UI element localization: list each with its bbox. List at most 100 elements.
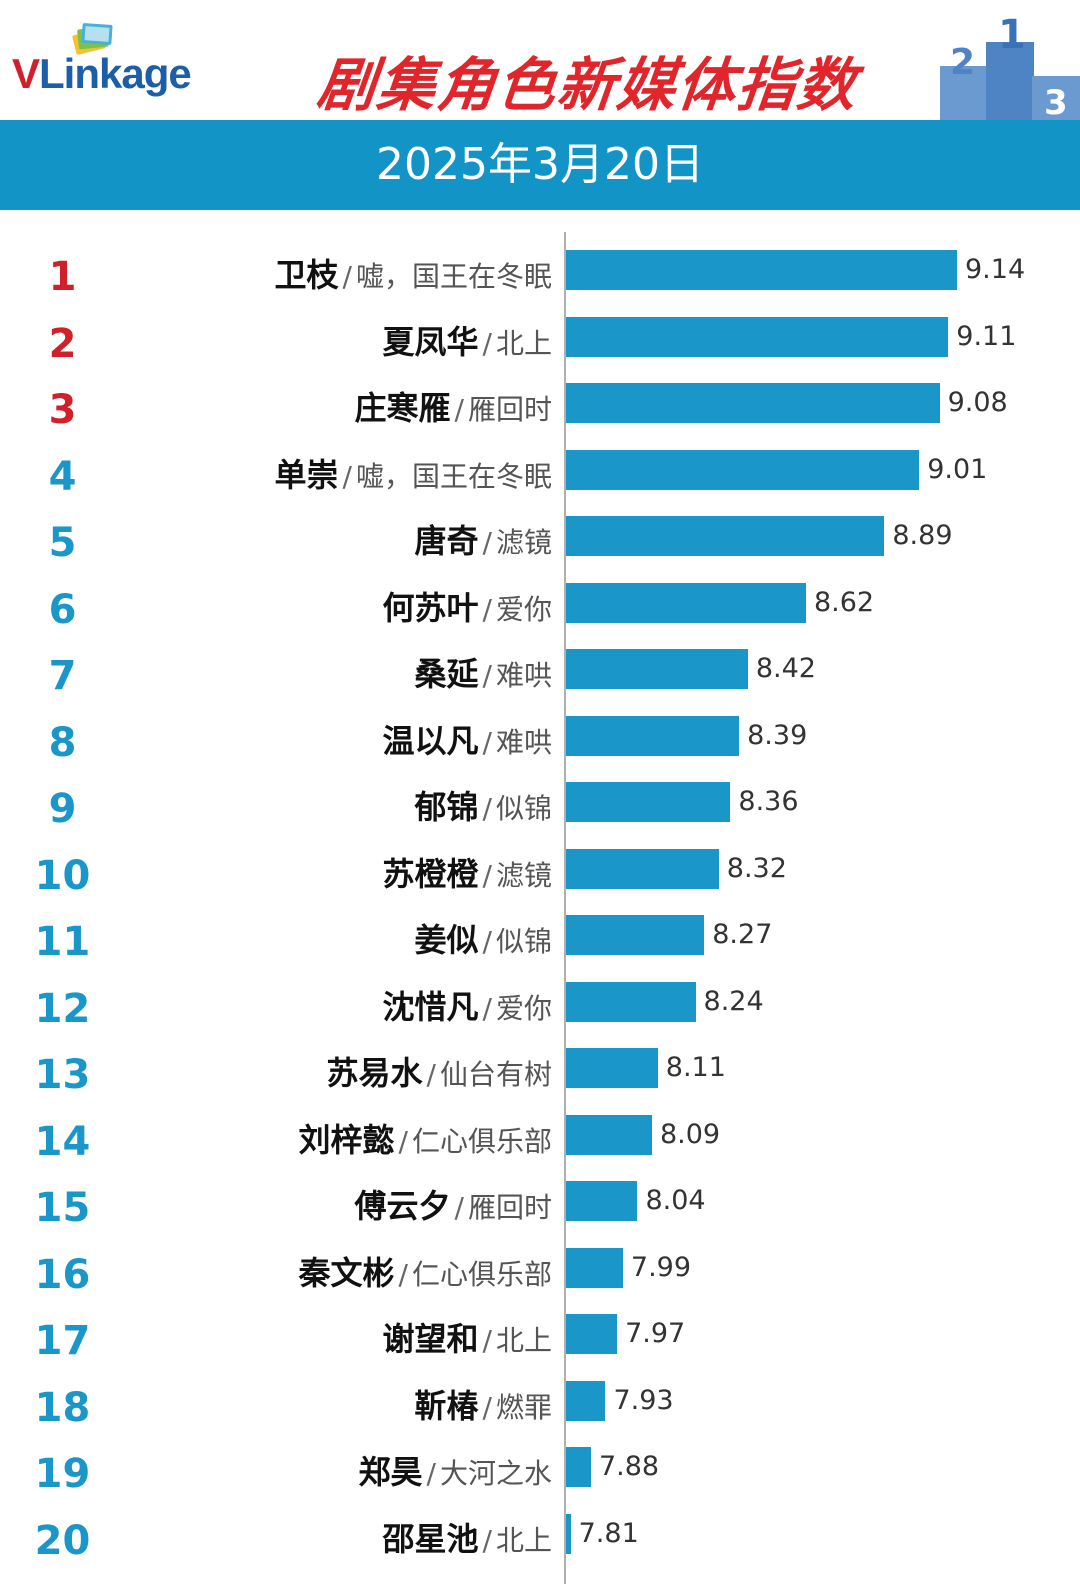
drama-name: 难哄: [495, 725, 552, 759]
character-name: 夏凤华: [382, 322, 479, 361]
drama-name: 雁回时: [467, 1191, 552, 1224]
separator: /: [482, 858, 492, 892]
data-label: 8.32: [726, 852, 787, 884]
data-label: 8.39: [747, 719, 808, 751]
data-label: 7.93: [613, 1384, 674, 1416]
cards-icon: [72, 23, 113, 55]
character-name: 卫枝: [274, 256, 339, 294]
chart-row: 7 桑延 / 难哄 8.42: [0, 643, 1080, 709]
drama-name: 嘘，国王在冬眠: [355, 459, 552, 493]
logo-word: Linkage: [39, 50, 192, 97]
bar: [566, 383, 940, 423]
bar: [566, 582, 806, 623]
row-label: 秦文彬 / 仁心俱乐部: [299, 1248, 552, 1294]
drama-name: 爱你: [495, 592, 552, 626]
character-name: 桑延: [414, 655, 479, 693]
separator: /: [482, 659, 492, 692]
rank-number: 13: [34, 1052, 91, 1098]
character-name: 姜似: [414, 921, 479, 959]
data-label: 7.99: [630, 1251, 692, 1283]
bar: [566, 449, 920, 490]
bar: [566, 1181, 638, 1221]
chart-row: 10 苏橙橙 / 滤镜 8.32: [0, 843, 1080, 909]
chart-row: 5 唐奇 / 滤镜 8.89: [0, 510, 1080, 576]
bar: [566, 715, 740, 756]
chart-row: 6 何苏叶 / 爱你 8.62: [0, 577, 1080, 643]
bar: [566, 1447, 591, 1487]
podium-icon: 2 1 3: [940, 18, 1080, 120]
character-name: 郁锦: [414, 788, 479, 826]
drama-name: 难哄: [495, 659, 552, 692]
bar-chart: 1 卫枝 / 嘘，国王在冬眠 9.14 2 夏凤华 / 北上 9.11 3 庄寒雁 / 雁回时 9.08 4 单…: [0, 210, 1080, 1592]
bar: [566, 1513, 571, 1554]
row-label: 傅云夕 / 雁回时: [355, 1181, 552, 1227]
chart-row: 16 秦文彬 / 仁心俱乐部 7.99: [0, 1242, 1080, 1308]
rank-number: 20: [34, 1517, 91, 1564]
bar: [566, 1048, 658, 1088]
rank-number: 18: [34, 1384, 91, 1431]
date-label: 2025年3月20日: [376, 139, 704, 190]
separator: /: [454, 393, 464, 426]
bar: [566, 1314, 618, 1354]
chart-row: 3 庄寒雁 / 雁回时 9.08: [0, 377, 1080, 443]
bar: [566, 915, 705, 955]
separator: /: [482, 1324, 492, 1357]
separator: /: [426, 1457, 436, 1490]
separator: /: [482, 1523, 492, 1557]
character-name: 苏易水: [326, 1054, 423, 1092]
data-label: 8.62: [813, 586, 875, 618]
bar: [566, 848, 719, 889]
rank-number: 4: [48, 453, 77, 500]
data-label: 7.81: [578, 1517, 639, 1549]
rank-number: 19: [34, 1451, 91, 1497]
character-name: 沈惜凡: [382, 987, 479, 1026]
separator: /: [398, 1257, 408, 1291]
separator: /: [482, 1390, 492, 1424]
character-name: 谢望和: [382, 1320, 479, 1358]
bar: [566, 649, 748, 689]
rank-number: 2: [48, 320, 77, 367]
drama-name: 仁心俱乐部: [411, 1257, 552, 1291]
rank-number: 11: [34, 919, 91, 965]
row-label: 郑昊 / 大河之水: [359, 1447, 552, 1493]
row-label: 谢望和 / 北上: [383, 1314, 552, 1360]
rank-number: 9: [48, 786, 77, 832]
drama-name: 滤镜: [495, 858, 552, 892]
chart-row: 14 刘梓懿 / 仁心俱乐部 8.09: [0, 1109, 1080, 1175]
chart-row: 20 邵星池 / 北上 7.81: [0, 1508, 1080, 1574]
drama-name: 北上: [495, 1523, 552, 1557]
row-label: 刘梓懿 / 仁心俱乐部: [299, 1115, 552, 1161]
drama-name: 北上: [495, 1324, 552, 1357]
podium-number-1: 1: [998, 18, 1026, 58]
podium-number-3: 3: [1044, 83, 1068, 120]
chart-row: 4 单崇 / 嘘，国王在冬眠 9.01: [0, 444, 1080, 510]
header: VLinkage 剧集角色新媒体指数 2 1 3: [0, 0, 1080, 120]
data-label: 9.14: [965, 254, 1026, 285]
row-label: 沈惜凡 / 爱你: [383, 982, 552, 1028]
data-label: 8.11: [665, 1052, 726, 1083]
separator: /: [482, 991, 492, 1025]
row-label: 邵星池 / 北上: [383, 1514, 552, 1560]
chart-row: 8 温以凡 / 难哄 8.39: [0, 710, 1080, 776]
drama-name: 雁回时: [467, 393, 552, 426]
rank-number: 3: [48, 387, 77, 433]
drama-name: 似锦: [495, 925, 552, 958]
rank-number: 1: [48, 254, 77, 300]
character-name: 苏橙橙: [382, 854, 479, 893]
row-label: 姜似 / 似锦: [415, 915, 552, 961]
bar: [566, 782, 731, 822]
drama-name: 仙台有树: [439, 1058, 552, 1091]
podium-number-2: 2: [950, 42, 975, 83]
rank-number: 5: [48, 520, 77, 566]
data-label: 8.24: [703, 985, 764, 1017]
row-label: 桑延 / 难哄: [415, 649, 552, 695]
drama-name: 大河之水: [439, 1457, 552, 1490]
character-name: 邵星池: [382, 1519, 479, 1558]
drama-name: 爱你: [495, 991, 552, 1025]
chart-row: 19 郑昊 / 大河之水 7.88: [0, 1441, 1080, 1507]
drama-name: 北上: [495, 326, 552, 360]
separator: /: [342, 260, 352, 293]
separator: /: [482, 792, 492, 825]
rank-number: 15: [34, 1185, 91, 1231]
character-name: 温以凡: [382, 721, 479, 760]
